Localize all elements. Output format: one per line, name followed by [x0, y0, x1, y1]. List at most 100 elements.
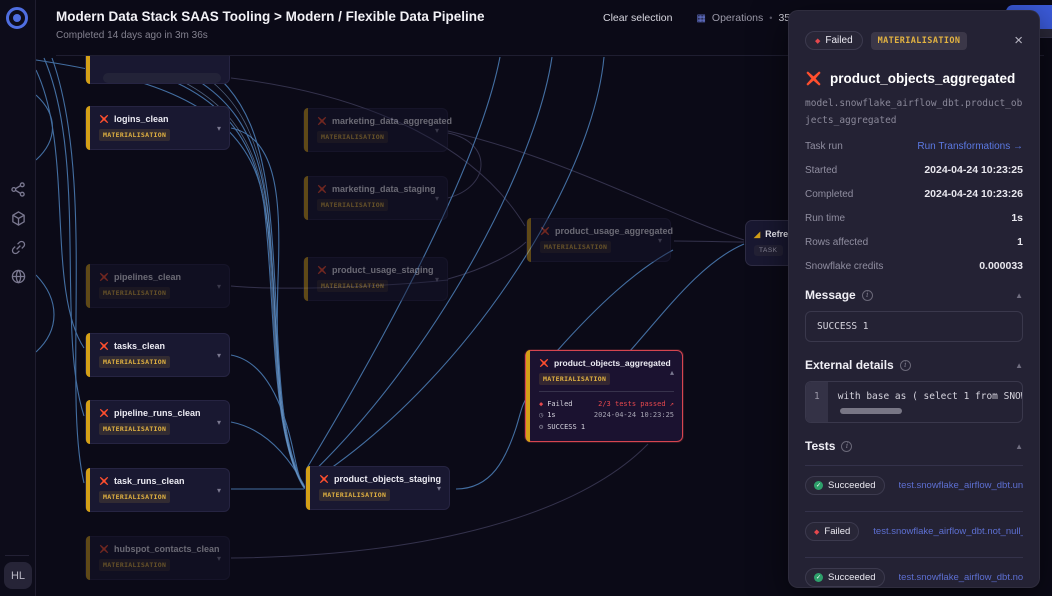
- operations-filter-chip[interactable]: ▦ Operations • 35: [696, 12, 790, 24]
- chevron-down-icon[interactable]: ▾: [436, 484, 441, 493]
- warning-triangle-icon: ◢: [754, 229, 761, 239]
- link-icon[interactable]: [11, 240, 26, 255]
- dbt-icon: [540, 226, 550, 236]
- node-label: task_runs_clean: [114, 476, 185, 486]
- gear-icon: ⚙: [539, 422, 544, 431]
- node-tasks-clean[interactable]: tasks_clean ▾ MATERIALISATION: [85, 333, 230, 377]
- materialisation-badge: MATERIALISATION: [317, 131, 389, 143]
- dbt-icon: [539, 358, 549, 368]
- chevron-down-icon[interactable]: ▾: [216, 282, 221, 291]
- node-pipelines-clean[interactable]: pipelines_clean ▾ MATERIALISATION: [85, 264, 230, 308]
- collapse-icon[interactable]: ▲: [1015, 441, 1023, 451]
- chevron-down-icon[interactable]: ▾: [216, 418, 221, 427]
- task-badge: TASK: [754, 245, 783, 256]
- chevron-down-icon[interactable]: ▾: [216, 124, 221, 133]
- test-row: ✓ Succeeded test.snowflake_airflow_dbt.u…: [805, 465, 1023, 505]
- node-pipeline-runs-clean[interactable]: pipeline_runs_clean ▾ MATERIALISATION: [85, 400, 230, 444]
- code-block: 1 with base as ( select 1 from SNOWFLAKE: [805, 381, 1023, 424]
- message-box: SUCCESS 1: [805, 311, 1023, 343]
- operations-label: Operations: [711, 12, 764, 24]
- dbt-icon: [99, 476, 109, 486]
- collapse-icon[interactable]: ▲: [1015, 360, 1023, 370]
- collapse-icon[interactable]: ▲: [1015, 290, 1023, 300]
- sidebar-divider: [5, 555, 29, 556]
- node-partial[interactable]: [85, 56, 230, 84]
- panel-title: product_objects_aggregated: [830, 71, 1016, 86]
- user-avatar[interactable]: HL: [4, 562, 32, 589]
- materialisation-badge: MATERIALISATION: [539, 373, 611, 385]
- chevron-down-icon[interactable]: ▾: [434, 126, 439, 135]
- test-link[interactable]: test.snowflake_airflow_dbt.not_null_pr: [873, 526, 1023, 538]
- node-product-usage-staging[interactable]: product_usage_staging ▾ MATERIALISATION: [303, 257, 448, 301]
- materialisation-badge: MATERIALISATION: [319, 489, 391, 501]
- detail-row: Started 2024-04-24 10:23:25: [805, 164, 1023, 177]
- node-marketing-data-staging[interactable]: marketing_data_staging ▾ MATERIALISATION: [303, 176, 448, 220]
- task-run-link[interactable]: Run Transformations →: [917, 141, 1023, 153]
- failed-diamond-icon: ◆: [539, 399, 544, 408]
- materialisation-badge: MATERIALISATION: [317, 280, 389, 292]
- external-details-section-header: External details i ▲: [805, 358, 1023, 373]
- failed-diamond-icon: ◆: [815, 37, 821, 45]
- detail-row: Run time 1s: [805, 212, 1023, 225]
- node-product-objects-staging[interactable]: product_objects_staging ▾ MATERIALISATIO…: [305, 466, 450, 510]
- detail-row: Rows affected 1: [805, 236, 1023, 249]
- node-runtime: 1s: [547, 411, 556, 419]
- chevron-up-icon[interactable]: ▴: [669, 368, 674, 377]
- node-status-label: Failed: [547, 399, 573, 408]
- info-icon[interactable]: i: [841, 440, 853, 452]
- dbt-icon: [99, 114, 109, 124]
- chevron-down-icon[interactable]: ▾: [434, 194, 439, 203]
- chevron-down-icon[interactable]: ▾: [657, 236, 662, 245]
- node-label: marketing_data_staging: [332, 184, 436, 194]
- sidebar: HL: [0, 0, 36, 596]
- materialisation-badge: MATERIALISATION: [99, 287, 171, 299]
- pipeline-graph-canvas[interactable]: logins_clean ▾ MATERIALISATION marketing…: [36, 56, 1052, 596]
- info-icon[interactable]: i: [861, 289, 873, 301]
- materialisation-badge: MATERIALISATION: [317, 199, 389, 211]
- app-logo-icon[interactable]: [6, 7, 28, 29]
- chevron-down-icon[interactable]: ▾: [216, 486, 221, 495]
- horizontal-scrollbar[interactable]: [839, 408, 902, 415]
- materialisation-badge: MATERIALISATION: [540, 241, 612, 253]
- test-link[interactable]: test.snowflake_airflow_dbt.unique_pro: [898, 480, 1023, 492]
- dbt-icon: [319, 474, 329, 484]
- globe-icon[interactable]: [11, 269, 26, 284]
- tests-summary-link[interactable]: 2/3 tests passed ↗: [598, 399, 674, 408]
- dbt-icon: [99, 544, 109, 554]
- node-hubspot-contacts-clean[interactable]: hubspot_contacts_clean ▾ MATERIALISATION: [85, 536, 230, 580]
- info-icon[interactable]: i: [899, 359, 911, 371]
- node-logins-clean[interactable]: logins_clean ▾ MATERIALISATION: [85, 106, 230, 150]
- clear-selection-button[interactable]: Clear selection: [603, 12, 673, 24]
- clock-icon: ◷: [539, 411, 544, 419]
- node-product-objects-aggregated-selected[interactable]: product_objects_aggregated ▴ MATERIALISA…: [525, 350, 683, 442]
- node-label: marketing_data_aggregated: [332, 116, 453, 126]
- node-marketing-data-aggregated[interactable]: marketing_data_aggregated ▾ MATERIALISAT…: [303, 108, 452, 152]
- code-line-number: 1: [806, 382, 828, 423]
- node-label: logins_clean: [114, 114, 169, 124]
- close-icon[interactable]: ×: [1014, 32, 1023, 49]
- test-row: ◆ Failed test.snowflake_airflow_dbt.not_…: [805, 511, 1023, 551]
- chevron-down-icon[interactable]: ▾: [434, 275, 439, 284]
- node-label: product_objects_aggregated: [554, 358, 671, 368]
- node-message: SUCCESS 1: [547, 422, 586, 431]
- materialisation-badge: MATERIALISATION: [99, 491, 171, 503]
- detail-list: Task run Run Transformations → Started 2…: [805, 141, 1023, 272]
- pipeline-graph-icon[interactable]: [10, 182, 26, 197]
- node-label: product_usage_aggregated: [555, 226, 674, 236]
- chevron-down-icon[interactable]: ▾: [216, 554, 221, 563]
- dbt-icon: [317, 265, 327, 275]
- materialisation-badge: MATERIALISATION: [99, 356, 171, 368]
- node-label: hubspot_contacts_clean: [114, 544, 220, 554]
- succeeded-check-icon: ✓: [814, 481, 823, 491]
- node-timestamp: 2024-04-24 10:23:25: [593, 411, 674, 419]
- materialisation-badge: MATERIALISATION: [99, 559, 171, 571]
- chevron-down-icon[interactable]: ▾: [216, 351, 221, 360]
- node-product-usage-aggregated[interactable]: product_usage_aggregated ▾ MATERIALISATI…: [526, 218, 674, 262]
- test-link[interactable]: test.snowflake_airflow_dbt.not_null_pr: [898, 572, 1023, 584]
- node-task-runs-clean[interactable]: task_runs_clean ▾ MATERIALISATION: [85, 468, 230, 512]
- test-status-badge: ◆ Failed: [805, 522, 860, 542]
- model-path: model.snowflake_airflow_dbt.product_obje…: [805, 98, 1023, 127]
- detail-row: Completed 2024-04-24 10:23:26: [805, 188, 1023, 201]
- node-detail-panel: ◆ Failed MATERIALISATION × product_objec…: [788, 10, 1040, 596]
- cube-icon[interactable]: [11, 211, 26, 226]
